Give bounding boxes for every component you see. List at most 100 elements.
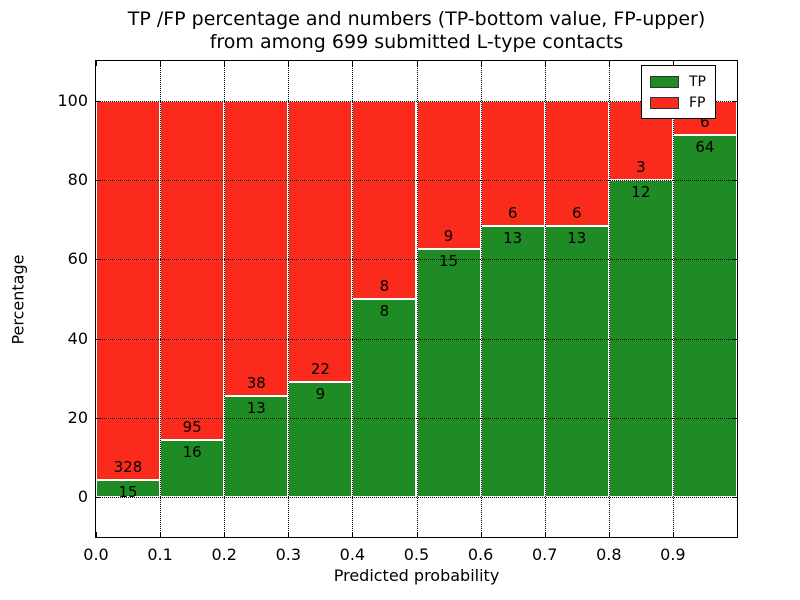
- bar-segment-fp: [96, 100, 161, 480]
- x-tick-mark: [96, 61, 97, 66]
- x-tick-mark: [416, 532, 418, 537]
- x-tick-label: 0.0: [83, 545, 109, 564]
- plot-area: TP FP 328 15 95 16 38 13 22 9 8 8 9 15 6 13 6 13 3 12 6 64: [95, 60, 738, 538]
- chart-title-line2: from among 699 submitted L-type contacts: [209, 31, 624, 53]
- y-tick-label: 0: [77, 487, 88, 507]
- y-tick-mark: [732, 180, 737, 181]
- y-tick-mark: [732, 100, 737, 102]
- y-tick-label: 40: [67, 328, 88, 348]
- y-tick-mark: [732, 338, 737, 340]
- fp-count-label: 6: [507, 204, 518, 222]
- tp-count-label: 16: [182, 443, 202, 462]
- legend-swatch-fp: [650, 96, 679, 109]
- fp-count-label: 328: [113, 457, 143, 476]
- x-tick-mark: [544, 532, 546, 537]
- bar-segment-fp: [224, 100, 289, 397]
- gridline-vertical: [160, 61, 162, 537]
- x-tick-mark: [544, 61, 546, 66]
- fp-count-label: 6: [700, 112, 710, 131]
- tp-count-label: 64: [695, 137, 715, 156]
- fp-count-label: 22: [310, 360, 330, 379]
- tp-count-label: 12: [631, 183, 651, 201]
- tp-count-label: 13: [503, 229, 523, 247]
- legend-label-fp: FP: [689, 94, 706, 111]
- gridline-vertical: [288, 61, 290, 537]
- y-tick-mark: [732, 259, 737, 261]
- x-tick-mark: [224, 532, 226, 537]
- x-tick-label: 0.1: [147, 545, 173, 564]
- gridline-vertical: [416, 61, 418, 537]
- tp-count-label: 15: [118, 482, 138, 501]
- gridline-vertical: [672, 61, 674, 537]
- bar-segment-fp: [288, 100, 353, 383]
- bar-segment-tp: [480, 226, 545, 498]
- bar-segment-tp: [672, 134, 737, 498]
- x-tick-label: 0.3: [275, 545, 302, 564]
- chart-title: TP /FP percentage and numbers (TP-bottom…: [96, 8, 737, 54]
- x-tick-label: 0.8: [596, 545, 622, 564]
- y-tick-mark: [96, 497, 101, 499]
- y-tick-mark: [96, 418, 101, 419]
- bar-segment-fp: [160, 100, 225, 441]
- x-tick-mark: [480, 532, 482, 537]
- bar-segment-tp: [416, 249, 481, 498]
- legend-swatch-tp: [650, 75, 679, 88]
- tp-count-label: 15: [439, 252, 459, 271]
- legend-entry-fp: FP: [650, 92, 706, 113]
- x-tick-label: 0.6: [467, 545, 494, 564]
- fp-count-label: 8: [379, 277, 390, 295]
- x-tick-mark: [672, 61, 674, 66]
- legend: TP FP: [641, 65, 716, 119]
- tp-count-label: 13: [567, 229, 587, 247]
- x-tick-mark: [416, 61, 418, 66]
- x-tick-mark: [608, 532, 610, 537]
- chart-title-line1: TP /FP percentage and numbers (TP-bottom…: [127, 8, 706, 30]
- bar-segment-tp: [544, 226, 609, 498]
- x-tick-mark: [672, 532, 674, 537]
- y-tick-mark: [96, 100, 101, 102]
- fp-count-label: 9: [443, 227, 454, 246]
- x-tick-mark: [288, 61, 290, 66]
- bar-segment-tp: [352, 299, 417, 498]
- y-tick-mark: [732, 497, 737, 499]
- bar-segment-fp: [352, 100, 417, 299]
- y-tick-mark: [96, 338, 101, 340]
- fp-count-label: 38: [246, 374, 266, 393]
- x-tick-mark: [224, 61, 226, 66]
- y-tick-label: 20: [67, 408, 88, 427]
- fp-count-label: 95: [182, 418, 202, 437]
- y-tick-mark: [96, 180, 101, 181]
- x-tick-mark: [608, 61, 610, 66]
- x-tick-label: 0.5: [403, 545, 430, 564]
- x-tick-mark: [160, 532, 162, 537]
- fp-count-label: 6: [571, 204, 582, 222]
- gridline-vertical: [352, 61, 354, 537]
- legend-entry-tp: TP: [650, 71, 706, 92]
- x-tick-mark: [480, 61, 482, 66]
- bar-segment-tp: [160, 440, 225, 498]
- bar-segment-tp: [224, 396, 289, 498]
- y-tick-mark: [96, 259, 101, 261]
- x-tick-label: 0.9: [660, 545, 686, 564]
- y-tick-label: 100: [57, 90, 88, 110]
- y-tick-label: 80: [67, 170, 88, 189]
- x-axis-label: Predicted probability: [333, 566, 500, 585]
- gridline-vertical: [544, 61, 546, 537]
- x-tick-mark: [288, 532, 290, 537]
- legend-label-tp: TP: [689, 73, 706, 90]
- x-tick-label: 0.7: [531, 545, 558, 564]
- x-tick-mark: [352, 61, 354, 66]
- x-tick-mark: [160, 61, 162, 66]
- x-tick-mark: [96, 532, 97, 537]
- gridline-vertical: [224, 61, 226, 537]
- x-tick-mark: [352, 532, 354, 537]
- x-tick-label: 0.4: [339, 545, 366, 564]
- fp-count-label: 3: [636, 158, 646, 176]
- y-tick-mark: [732, 418, 737, 419]
- gridline-vertical: [608, 61, 610, 537]
- x-tick-label: 0.2: [211, 545, 237, 564]
- bar-segment-tp: [288, 382, 353, 498]
- bar-segment-tp: [96, 479, 161, 498]
- y-axis-label: Percentage: [8, 254, 28, 345]
